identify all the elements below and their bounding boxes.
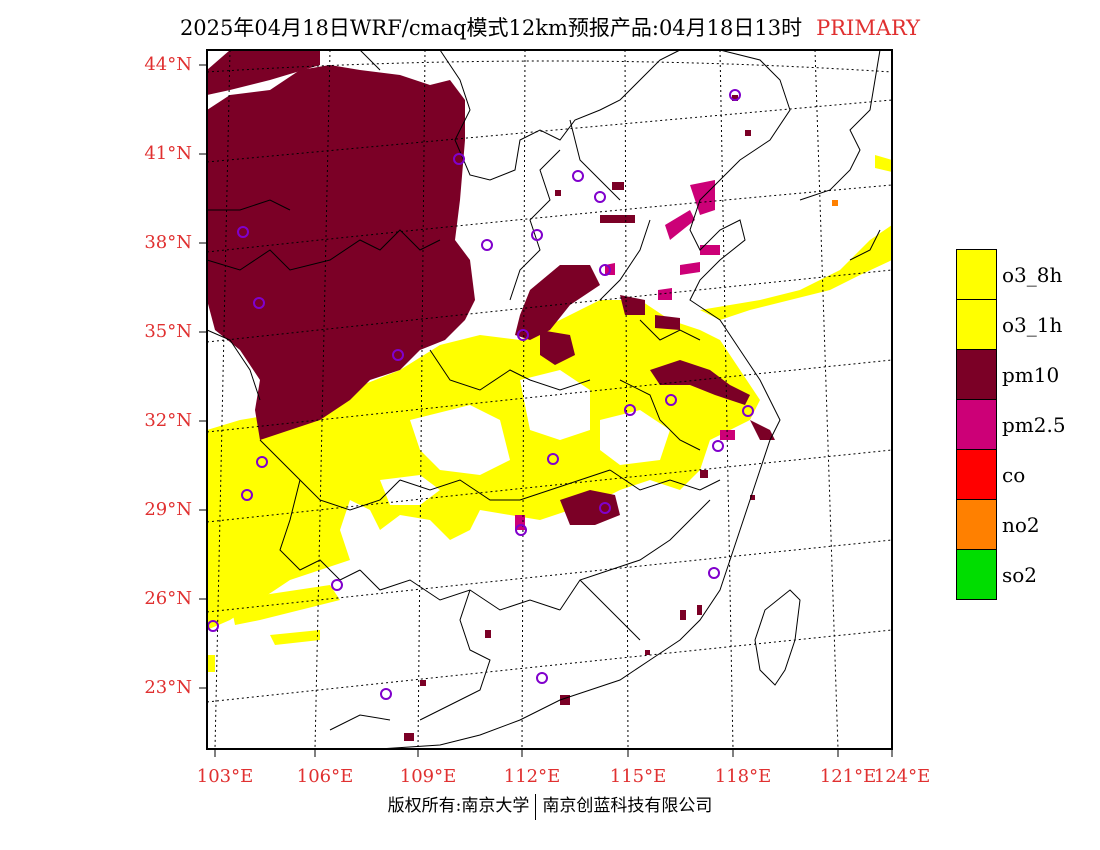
footer-separator: [535, 793, 537, 820]
copyright-footer: 版权所有:南京大学 南京创蓝科技有限公司: [0, 791, 1100, 820]
lon-label-124: 124°E: [873, 766, 931, 787]
graticule: [206, 49, 893, 750]
legend-label-o3-8h: o3_8h: [1002, 263, 1063, 287]
lon-label-103: 103°E: [196, 766, 254, 787]
legend-label-pm25: pm2.5: [1002, 413, 1066, 437]
lat-label-29: 29°N: [144, 499, 192, 520]
title-primary-tag: PRIMARY: [816, 16, 921, 40]
map-title: 2025年04月18日WRF/cmaq模式12km预报产品:04月18日13时 P…: [0, 12, 1100, 42]
lat-label-38: 38°N: [144, 232, 192, 253]
title-main: 2025年04月18日WRF/cmaq模式12km预报产品:04月18日13时: [179, 16, 803, 40]
legend-swatch-co: [956, 449, 997, 500]
legend-swatch-o3-1h: [956, 299, 997, 350]
pm25-region: [515, 180, 735, 530]
legend-swatch-so2: [956, 549, 997, 600]
map-frame: [206, 49, 893, 750]
lon-label-121: 121°E: [819, 766, 877, 787]
station-markers: [207, 89, 754, 700]
copyright-right: 南京创蓝科技有限公司: [542, 796, 713, 816]
legend-swatch-pm25: [956, 399, 997, 450]
lon-label-106: 106°E: [296, 766, 354, 787]
lon-label-109: 109°E: [399, 766, 457, 787]
copyright-left: 版权所有:南京大学: [387, 796, 530, 816]
lat-label-32: 32°N: [144, 410, 192, 431]
legend-label-so2: so2: [1002, 563, 1038, 587]
lat-label-35: 35°N: [144, 321, 192, 342]
lat-label-41: 41°N: [144, 143, 192, 164]
legend-swatch-pm10: [956, 349, 997, 400]
legend-label-no2: no2: [1002, 513, 1040, 537]
lon-label-118: 118°E: [714, 766, 772, 787]
axis-ticks: [199, 64, 893, 757]
legend-swatch-no2: [956, 499, 997, 550]
lat-label-23: 23°N: [144, 677, 192, 698]
o3-gaps: [380, 370, 670, 505]
no2-cell: [832, 200, 838, 206]
legend-label-pm10: pm10: [1002, 363, 1060, 387]
scattered-cells: [233, 95, 755, 741]
lon-label-115: 115°E: [609, 766, 667, 787]
lat-label-26: 26°N: [144, 588, 192, 609]
legend-label-o3-1h: o3_1h: [1002, 313, 1063, 337]
lon-label-112: 112°E: [503, 766, 561, 787]
lat-label-44: 44°N: [144, 54, 192, 75]
legend-swatch-o3-8h: [956, 249, 997, 300]
legend-label-co: co: [1002, 463, 1026, 487]
